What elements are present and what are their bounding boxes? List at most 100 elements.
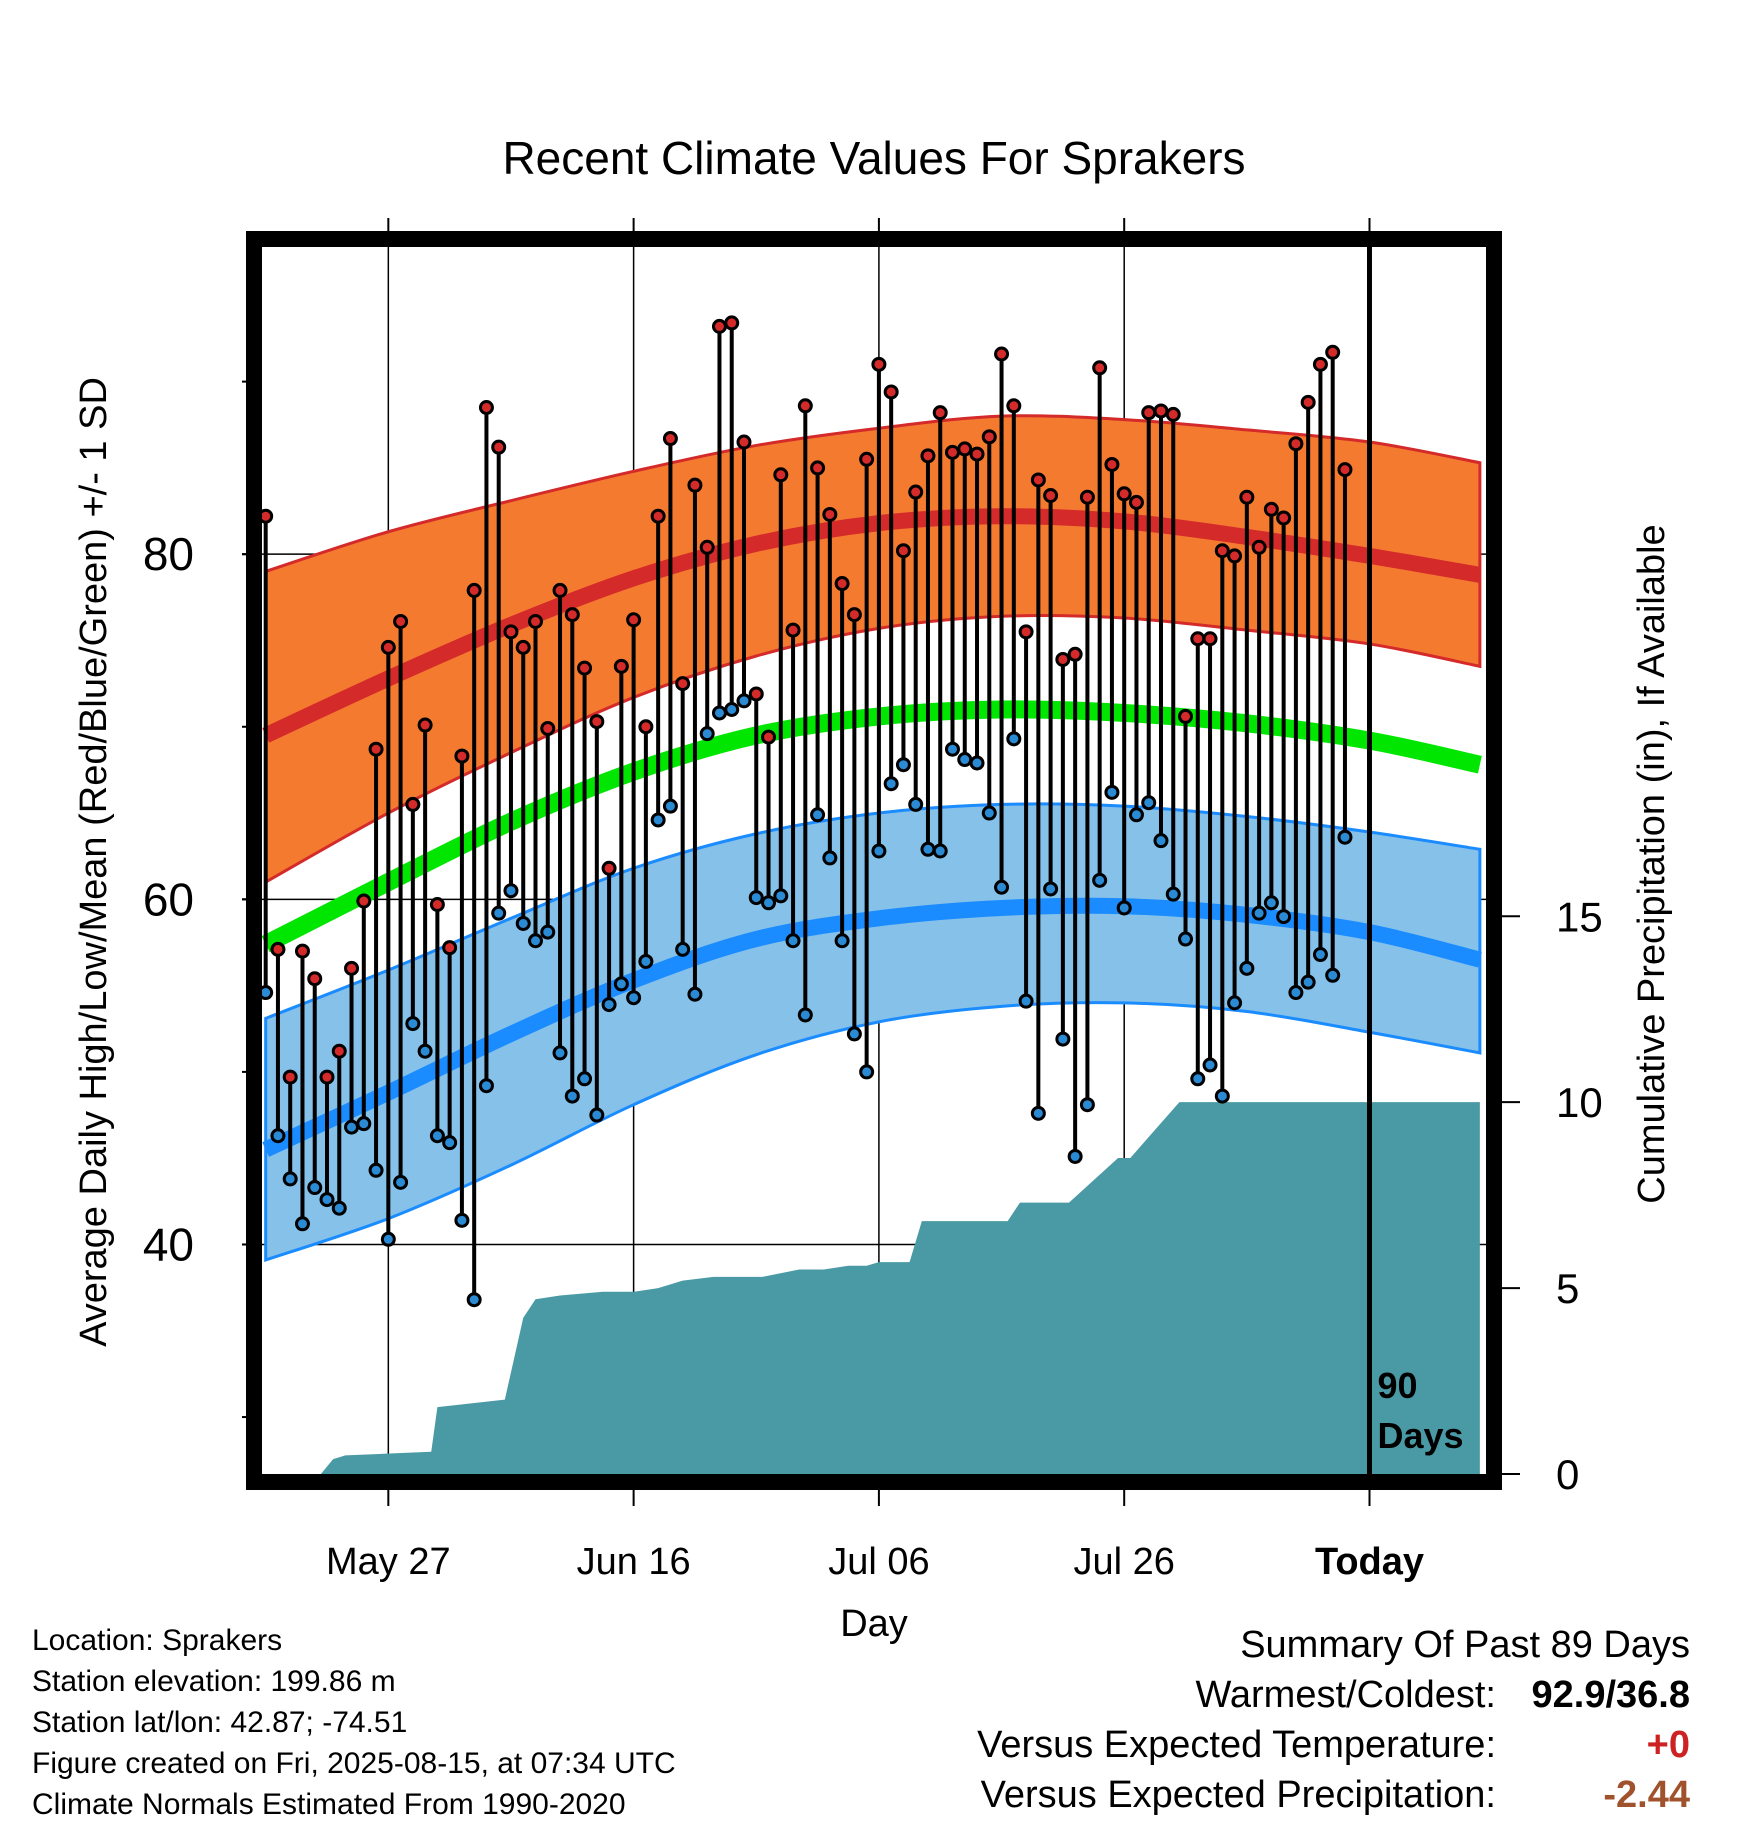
daily-high-point (932, 405, 948, 421)
daily-low-point (1263, 895, 1279, 911)
daily-low-point (503, 883, 519, 899)
daily-high-point (1104, 456, 1120, 472)
daily-high-point (1276, 510, 1292, 526)
precip-value: -2.44 (1603, 1774, 1690, 1816)
daily-high-point (1337, 462, 1353, 478)
daily-high-point (785, 622, 801, 638)
daily-high-point (883, 384, 899, 400)
daily-low-point (344, 1119, 360, 1135)
daily-high-point (1153, 403, 1169, 419)
plot-area: 90 Days May 27 Jun 16 Jul 06 Jul 26 Today 40 60 8… (143, 218, 1603, 1583)
daily-high-point (564, 607, 580, 623)
x-tick-label: Jun 16 (577, 1541, 691, 1583)
warmest-value: 92.9/36.8 (1531, 1674, 1690, 1716)
daily-low-point (1337, 829, 1353, 845)
daily-high-point (405, 796, 421, 812)
daily-low-point (773, 888, 789, 904)
daily-low-point (1202, 1057, 1218, 1073)
daily-low-point (331, 1200, 347, 1216)
daily-high-point (1116, 486, 1132, 502)
daily-high-point (601, 860, 617, 876)
daily-high-point (1079, 489, 1095, 505)
y2-tick-label: 5 (1556, 1265, 1579, 1312)
daily-high-point (1251, 539, 1267, 555)
daily-high-point (282, 1069, 298, 1085)
daily-high-point (491, 439, 507, 455)
daily-high-point (478, 399, 494, 415)
daily-low-point (736, 693, 752, 709)
daily-low-point (405, 1016, 421, 1032)
daily-high-point (613, 658, 629, 674)
daily-high-point (331, 1043, 347, 1059)
daily-high-point (969, 446, 985, 462)
summary-panel: Summary Of Past 89 Days Warmest/Coldest:… (977, 1620, 1690, 1820)
daily-low-point (1006, 731, 1022, 747)
daily-low-point (1116, 900, 1132, 916)
daily-low-point (319, 1192, 335, 1208)
daily-high-point (994, 346, 1010, 362)
daily-low-point (662, 798, 678, 814)
daily-low-point (797, 1007, 813, 1023)
daily-low-point (1227, 995, 1243, 1011)
daily-high-point (417, 717, 433, 733)
daily-low-point (552, 1045, 568, 1061)
daily-high-point (577, 660, 593, 676)
daily-high-point (552, 582, 568, 598)
daily-low-point (1300, 974, 1316, 990)
daily-high-point (1178, 708, 1194, 724)
daily-low-point (822, 850, 838, 866)
daily-high-point (895, 543, 911, 559)
daily-high-point (871, 356, 887, 372)
daily-low-point (1055, 1031, 1071, 1047)
daily-low-point (699, 726, 715, 742)
temp-label: Versus Expected Temperature: (977, 1724, 1496, 1766)
low-normal-line (262, 897, 1482, 1157)
daily-low-point (957, 752, 973, 768)
daily-high-point (1227, 548, 1243, 564)
daily-low-point (908, 796, 924, 812)
daily-low-point (1165, 886, 1181, 902)
y-tick-label: 80 (143, 528, 194, 580)
daily-high-point (1325, 344, 1341, 360)
daily-low-point (1190, 1071, 1206, 1087)
daily-low-point (859, 1064, 875, 1080)
daily-low-point (638, 953, 654, 969)
daily-low-point (417, 1043, 433, 1059)
plot-content (262, 247, 1486, 1474)
daily-low-point (1067, 1148, 1083, 1164)
daily-low-point (454, 1212, 470, 1228)
daily-high-point (1312, 356, 1328, 372)
daily-low-point (1141, 795, 1157, 811)
daily-low-point (724, 701, 740, 717)
daily-high-point (270, 941, 286, 957)
daily-low-point (650, 812, 666, 828)
daily-low-point (515, 915, 531, 931)
daily-low-point (761, 895, 777, 911)
warmest-label: Warmest/Coldest: (1195, 1674, 1496, 1716)
daily-high-point (1055, 651, 1071, 667)
daily-high-point (1263, 501, 1279, 517)
daily-high-point (466, 582, 482, 598)
x-tick-label: May 27 (326, 1541, 451, 1583)
daily-high-point (307, 971, 323, 987)
daily-low-point (748, 890, 764, 906)
daily-high-point (319, 1069, 335, 1085)
x-tick-label: Jul 06 (828, 1541, 929, 1583)
daily-high-point (344, 960, 360, 976)
daily-high-point (1288, 436, 1304, 452)
daily-low-point (1312, 947, 1328, 963)
daily-high-point (834, 576, 850, 592)
daily-low-point (810, 807, 826, 823)
daily-high-point (822, 506, 838, 522)
daily-high-point (540, 720, 556, 736)
y2-tick-label: 15 (1556, 893, 1603, 940)
daily-low-point (675, 941, 691, 957)
x-tick-label: Today (1315, 1541, 1424, 1583)
daily-high-point (724, 315, 740, 331)
daily-low-point (687, 986, 703, 1002)
latlon-text: Station lat/lon: 42.87; -74.51 (32, 1706, 408, 1739)
daily-low-point (589, 1107, 605, 1123)
daily-low-point (613, 976, 629, 992)
daily-high-point (797, 398, 813, 414)
summary-precip-row: Versus Expected Precipitation: -2.44 (977, 1770, 1690, 1820)
